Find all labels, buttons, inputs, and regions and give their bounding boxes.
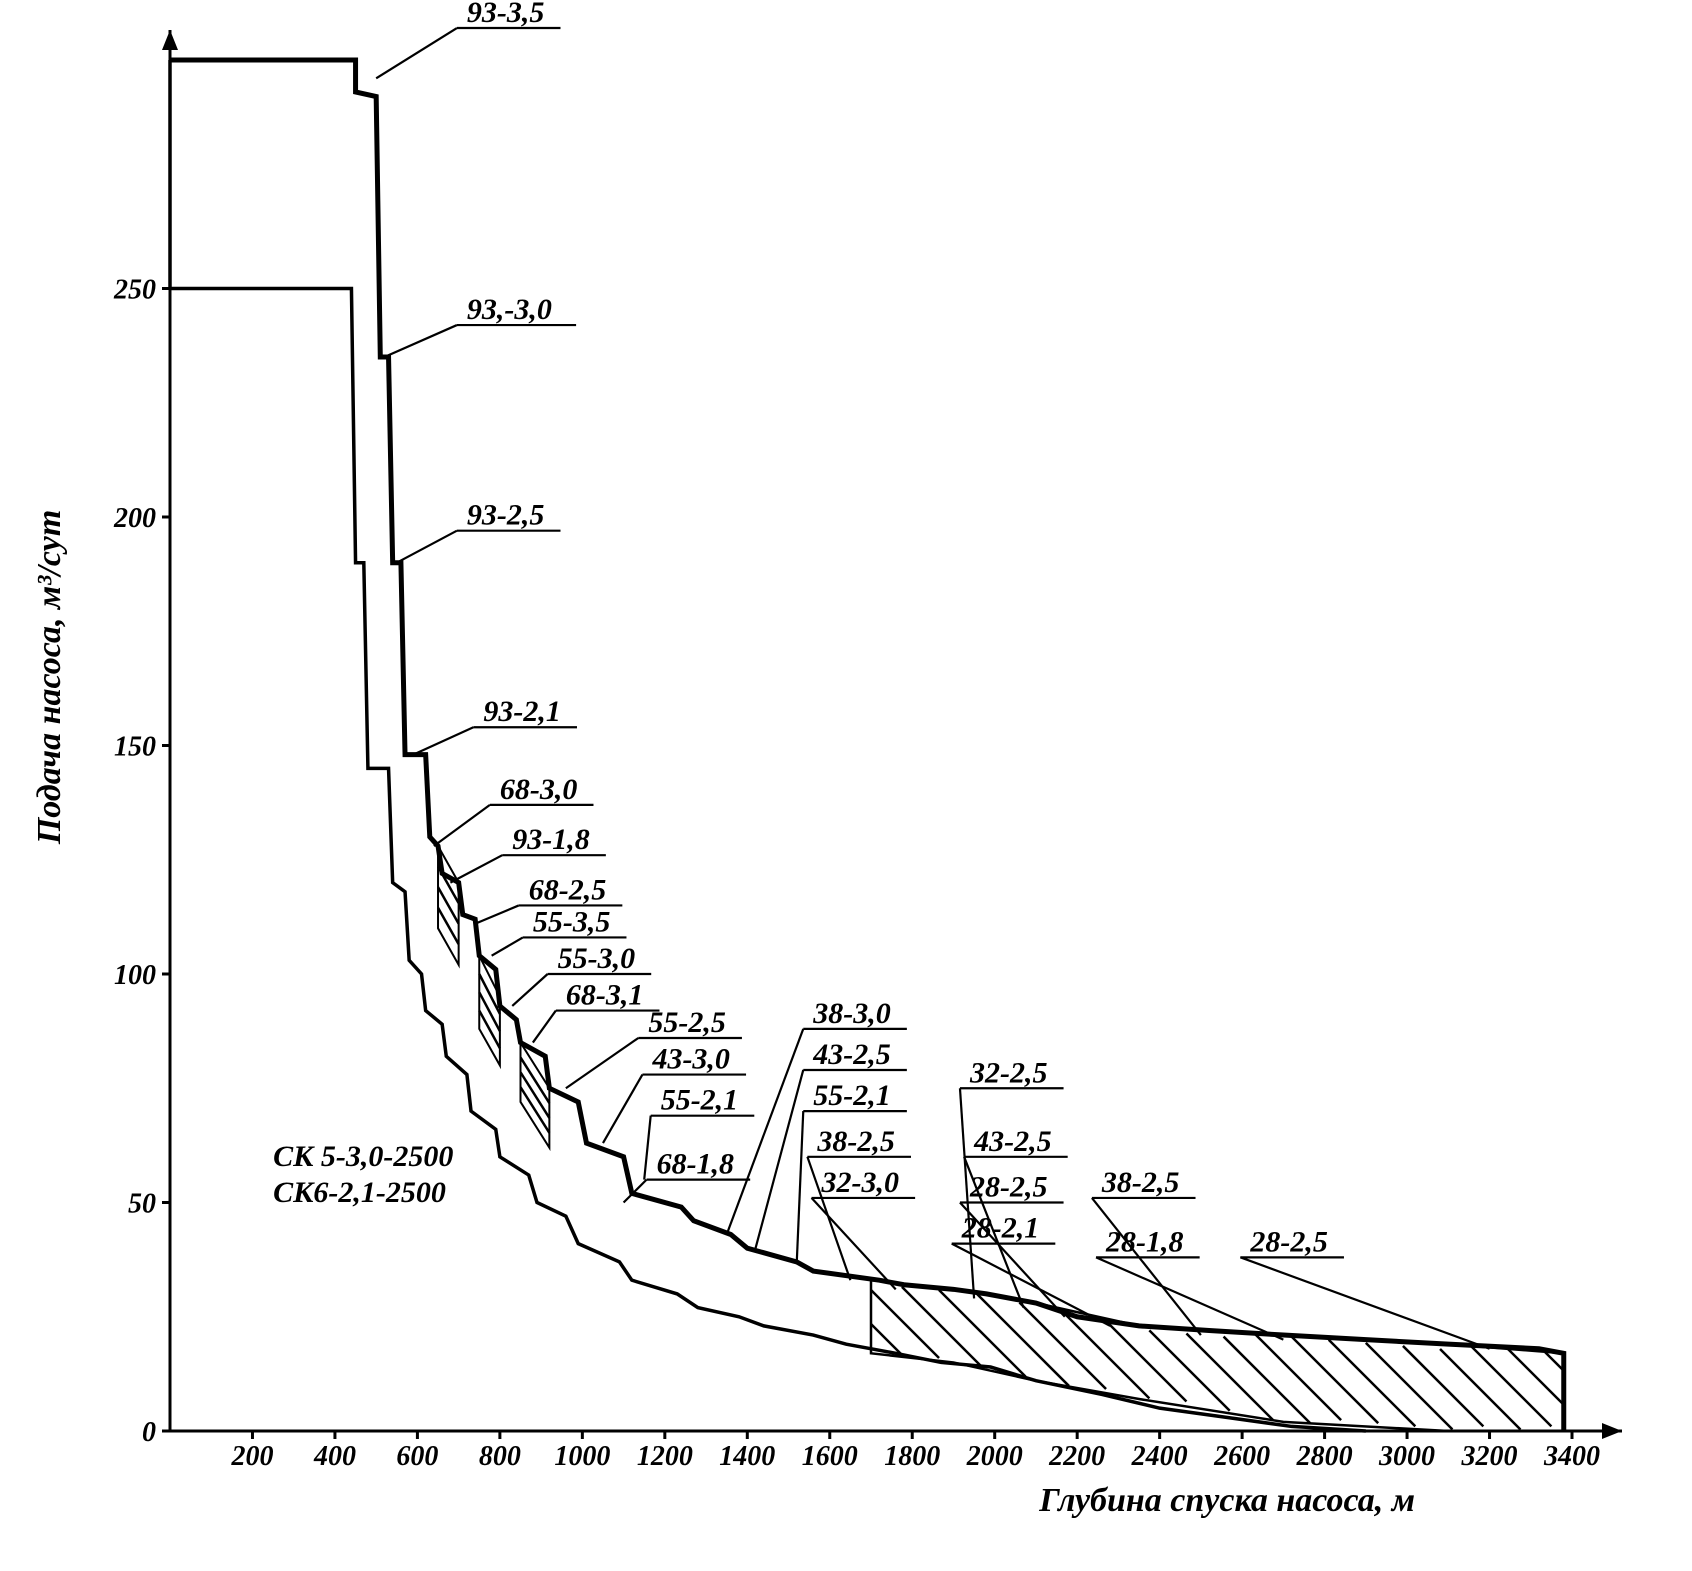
svg-text:68-3,1: 68-3,1 — [566, 979, 644, 1012]
series-label: СК 5-3,0-2500 — [273, 1140, 453, 1173]
svg-text:32-2,5: 32-2,5 — [969, 1056, 1048, 1089]
svg-text:38-2,5: 38-2,5 — [816, 1125, 895, 1158]
x-tick-label: 1000 — [554, 1441, 610, 1472]
y-tick-label: 250 — [113, 275, 156, 306]
svg-text:43-2,5: 43-2,5 — [812, 1038, 891, 1071]
svg-text:68-2,5: 68-2,5 — [529, 873, 607, 906]
svg-text:38-2,5: 38-2,5 — [1101, 1166, 1180, 1199]
svg-text:28-2,5: 28-2,5 — [969, 1171, 1048, 1204]
svg-text:32-3,0: 32-3,0 — [821, 1166, 900, 1199]
svg-text:55-3,0: 55-3,0 — [558, 942, 636, 975]
x-tick-label: 2400 — [1131, 1441, 1188, 1472]
x-axis-title: Глубина спуска насоса, м — [1038, 1482, 1415, 1519]
series-label: СК6-2,1-2500 — [273, 1176, 446, 1209]
svg-text:28-2,1: 28-2,1 — [961, 1212, 1040, 1245]
x-tick-label: 3200 — [1461, 1441, 1518, 1472]
x-tick-label: 600 — [396, 1441, 438, 1472]
x-tick-label: 800 — [479, 1441, 521, 1472]
x-tick-label: 1600 — [802, 1441, 858, 1472]
svg-text:93,-3,0: 93,-3,0 — [467, 293, 552, 326]
x-tick-label: 3400 — [1543, 1441, 1600, 1472]
svg-text:68-3,0: 68-3,0 — [500, 773, 577, 806]
svg-text:93-2,1: 93-2,1 — [483, 695, 561, 728]
y-tick-label: 50 — [128, 1189, 156, 1220]
x-tick-label: 2000 — [966, 1441, 1023, 1472]
svg-text:55-3,5: 55-3,5 — [533, 905, 611, 938]
svg-text:55-2,1: 55-2,1 — [661, 1084, 739, 1117]
y-axis-title: Подача насоса, м³/сут — [31, 510, 68, 845]
pump-chart: 0 50 100 150 200 250 200 400 600 800 1000 1200 1400 1… — [0, 0, 1692, 1571]
y-tick-label: 150 — [114, 732, 156, 763]
x-tick-label: 2800 — [1296, 1441, 1353, 1472]
x-tick-label: 200 — [230, 1441, 273, 1472]
x-tick-label: 1400 — [719, 1441, 775, 1472]
svg-text:28-2,5: 28-2,5 — [1249, 1225, 1328, 1258]
x-tick-label: 1200 — [637, 1441, 693, 1472]
svg-text:68-1,8: 68-1,8 — [657, 1148, 735, 1181]
svg-text:55-2,1: 55-2,1 — [813, 1079, 891, 1112]
y-tick-label: 200 — [113, 503, 156, 534]
y-tick-label: 0 — [142, 1417, 156, 1448]
svg-text:55-2,5: 55-2,5 — [648, 1006, 726, 1039]
svg-text:93-1,8: 93-1,8 — [512, 823, 590, 856]
x-tick-label: 1800 — [884, 1441, 940, 1472]
svg-text:43-3,0: 43-3,0 — [651, 1043, 730, 1076]
x-tick-label: 3000 — [1378, 1441, 1435, 1472]
x-tick-label: 400 — [313, 1441, 356, 1472]
x-tick-label: 2600 — [1213, 1441, 1270, 1472]
svg-text:28-1,8: 28-1,8 — [1105, 1225, 1184, 1258]
y-tick-label: 100 — [114, 960, 156, 991]
svg-text:38-3,0: 38-3,0 — [812, 997, 891, 1030]
svg-text:93-2,5: 93-2,5 — [467, 499, 545, 532]
x-tick-label: 2200 — [1048, 1441, 1105, 1472]
svg-text:93-3,5: 93-3,5 — [467, 0, 545, 29]
svg-text:43-2,5: 43-2,5 — [973, 1125, 1052, 1158]
